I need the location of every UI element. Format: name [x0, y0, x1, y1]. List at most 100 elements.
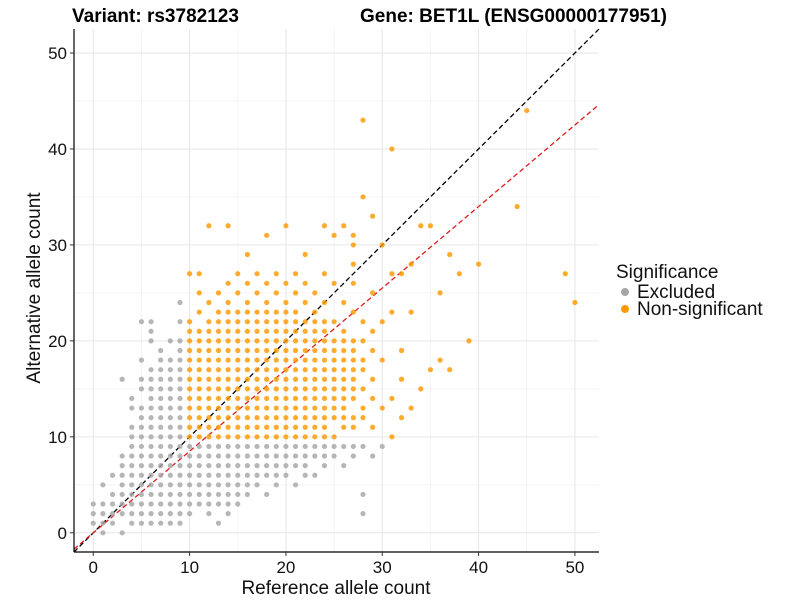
- data-point: [244, 386, 250, 392]
- data-point: [215, 463, 222, 469]
- data-point: [273, 453, 279, 459]
- data-point: [283, 472, 289, 478]
- axes: 0 10 20 30 40 50 0 10 20 30 40 50: [48, 29, 599, 577]
- data-point: [158, 395, 164, 402]
- data-point: [167, 357, 173, 363]
- data-point: [186, 376, 193, 382]
- data-point: [283, 280, 289, 286]
- data-point: [350, 443, 356, 450]
- data-point: [312, 328, 318, 334]
- data-point: [273, 290, 279, 296]
- data-point: [360, 405, 366, 411]
- y-tick-label: 0: [58, 524, 67, 543]
- data-point: [273, 424, 279, 430]
- data-point: [283, 309, 289, 315]
- data-point: [177, 424, 183, 430]
- data-point: [350, 280, 356, 286]
- data-point: [235, 453, 241, 459]
- data-point: [235, 491, 241, 498]
- data-point: [158, 472, 164, 478]
- data-point: [264, 347, 270, 354]
- data-point: [225, 309, 231, 315]
- data-point: [148, 376, 154, 382]
- data-point: [283, 415, 289, 421]
- data-point: [302, 367, 308, 373]
- data-point: [292, 376, 299, 382]
- data-point: [312, 434, 318, 440]
- data-point: [341, 424, 347, 430]
- data-point: [148, 367, 154, 373]
- data-point: [312, 376, 318, 382]
- data-point: [109, 472, 116, 478]
- data-point: [235, 367, 241, 373]
- data-point: [273, 347, 279, 354]
- data-point: [321, 271, 328, 277]
- data-point: [427, 367, 434, 373]
- data-point: [186, 405, 193, 411]
- data-point: [167, 424, 173, 430]
- data-point: [350, 261, 356, 267]
- data-point: [177, 443, 183, 450]
- data-point: [321, 395, 328, 402]
- data-point: [138, 415, 145, 421]
- data-point: [254, 328, 260, 334]
- data-point: [206, 376, 212, 382]
- data-point: [321, 415, 328, 421]
- data-point: [225, 299, 231, 306]
- chart-title-gene: Gene: BET1L (ENSG00000177951): [360, 6, 667, 27]
- data-point: [158, 520, 164, 526]
- data-point: [119, 491, 125, 498]
- data-point: [273, 357, 279, 363]
- data-point: [215, 501, 222, 507]
- data-point: [321, 338, 328, 344]
- data-point: [235, 290, 241, 296]
- data-point: [398, 271, 405, 277]
- data-point: [100, 530, 106, 536]
- data-point: [254, 395, 260, 402]
- series-non-significant: [186, 107, 578, 440]
- data-point: [244, 463, 250, 469]
- data-point: [206, 347, 212, 354]
- data-point: [100, 511, 106, 517]
- data-point: [264, 415, 270, 421]
- data-point: [196, 386, 202, 392]
- data-point: [350, 453, 356, 459]
- data-point: [225, 223, 231, 229]
- data-point: [177, 511, 183, 517]
- data-point: [370, 290, 376, 296]
- x-axis-ticks: 0 10 20 30 40 50: [89, 552, 584, 577]
- data-point: [138, 482, 145, 488]
- data-point: [138, 424, 145, 430]
- data-point: [254, 357, 260, 363]
- y-axis-label: Alternative allele count: [24, 192, 45, 384]
- data-point: [302, 443, 308, 450]
- data-point: [244, 453, 250, 459]
- data-point: [350, 415, 356, 421]
- data-point: [158, 367, 164, 373]
- data-point: [235, 386, 241, 392]
- data-point: [273, 415, 279, 421]
- data-point: [283, 453, 289, 459]
- data-point: [321, 357, 328, 363]
- data-point: [119, 453, 125, 459]
- data-point: [273, 386, 279, 392]
- data-point: [177, 405, 183, 411]
- data-point: [360, 491, 366, 498]
- data-point: [206, 328, 212, 334]
- data-point: [341, 395, 347, 402]
- data-point: [350, 309, 356, 315]
- data-point: [138, 520, 145, 526]
- data-point: [341, 367, 347, 373]
- data-point: [129, 472, 135, 478]
- data-point: [235, 328, 241, 334]
- data-point: [264, 386, 270, 392]
- data-point: [235, 338, 241, 344]
- data-point: [138, 376, 145, 382]
- data-point: [235, 376, 241, 382]
- data-point: [350, 367, 356, 373]
- data-point: [225, 424, 231, 430]
- data-point: [109, 520, 116, 526]
- data-point: [158, 347, 164, 354]
- data-point: [283, 386, 289, 392]
- data-point: [225, 347, 231, 354]
